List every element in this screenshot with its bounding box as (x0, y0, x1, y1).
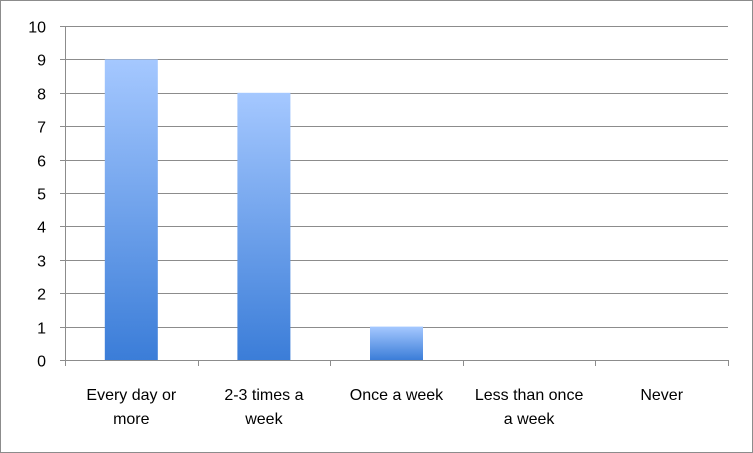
y-tick-label: 2 (37, 287, 46, 304)
x-category-label-line: more (113, 411, 150, 428)
x-category-label-line: Every day or (86, 387, 176, 404)
x-category-label-line: Once a week (350, 387, 444, 404)
x-category-label-line: Less than once (475, 387, 584, 404)
x-category-label-line: a week (504, 411, 556, 428)
bar (237, 92, 291, 361)
y-tick-labels: 0 1 2 3 4 5 6 7 8 9 10 (28, 20, 46, 371)
y-tick-label: 9 (37, 53, 46, 70)
x-category-label: Less than once a week (475, 387, 584, 428)
x-category-label: Never (640, 387, 683, 404)
x-category-label-line: Never (640, 387, 683, 404)
bars (104, 59, 423, 361)
y-tick-label: 6 (37, 154, 46, 171)
x-category-labels: Every day or more 2-3 times a week Once a we… (86, 387, 683, 428)
y-tick-label: 1 (37, 321, 46, 338)
grid-lines (65, 26, 728, 328)
x-category-label: Once a week (350, 387, 444, 404)
x-category-label-line: week (244, 411, 283, 428)
axes (60, 26, 729, 366)
y-tick-label: 0 (37, 354, 46, 371)
bar (370, 326, 423, 360)
x-category-label: 2-3 times a week (224, 387, 303, 428)
y-tick-label: 5 (37, 187, 46, 204)
y-tick-label: 3 (37, 254, 46, 271)
x-category-label-line: 2-3 times a (224, 387, 303, 404)
y-tick-label: 8 (37, 87, 46, 104)
y-tick-label: 7 (37, 120, 46, 137)
bar (104, 59, 158, 361)
y-tick-label: 10 (28, 20, 46, 37)
x-category-label: Every day or more (86, 387, 176, 428)
y-tick-label: 4 (37, 220, 46, 237)
